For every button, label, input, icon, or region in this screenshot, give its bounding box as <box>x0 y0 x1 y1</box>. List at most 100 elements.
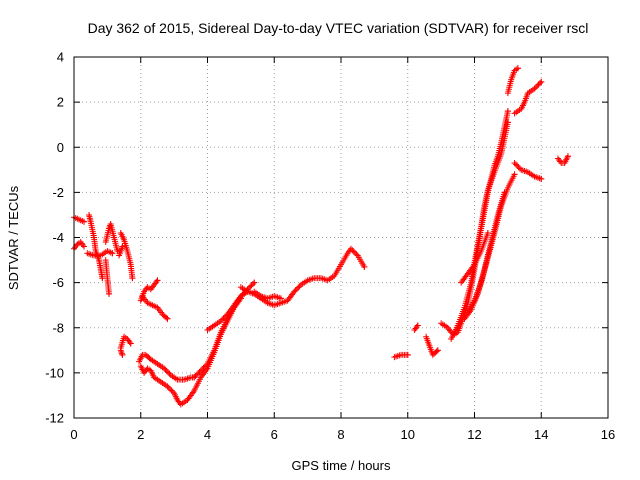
data-point <box>196 368 203 375</box>
data-point <box>219 316 226 323</box>
data-point <box>293 285 300 292</box>
data-point <box>434 347 441 354</box>
data-segment <box>139 293 171 322</box>
data-point <box>119 243 126 250</box>
data-segment <box>458 229 491 286</box>
data-segment <box>504 65 521 97</box>
data-segment <box>191 295 244 381</box>
data-point <box>531 85 538 92</box>
data-point <box>353 251 360 258</box>
data-point <box>154 277 161 284</box>
y-tick-label: -12 <box>45 411 64 426</box>
data-point <box>200 364 207 371</box>
data-point <box>292 287 299 294</box>
data-point <box>348 245 355 252</box>
data-point <box>514 65 521 72</box>
x-tick-label: 12 <box>467 427 481 442</box>
data-segment <box>511 78 545 117</box>
data-point <box>532 84 539 91</box>
data-point <box>504 119 511 126</box>
data-point <box>81 243 88 250</box>
data-point <box>277 295 284 302</box>
data-segment <box>86 211 106 282</box>
data-point <box>118 350 125 357</box>
data-segment <box>117 229 136 282</box>
data-segment <box>237 245 368 309</box>
data-point <box>127 340 134 347</box>
data-point <box>195 370 202 377</box>
x-tick-label: 8 <box>337 427 344 442</box>
data-point <box>167 386 174 393</box>
data-point <box>484 229 491 236</box>
data-point <box>511 160 518 167</box>
x-tick-label: 4 <box>204 427 211 442</box>
data-segment <box>84 248 116 259</box>
data-point <box>512 161 519 168</box>
y-tick-label: 0 <box>57 140 64 155</box>
data-point <box>220 315 227 322</box>
data-point <box>109 250 116 257</box>
data-point <box>535 81 542 88</box>
x-axis-label: GPS time / hours <box>292 458 391 473</box>
data-point <box>165 369 172 376</box>
data-segment <box>423 333 441 358</box>
data-segment <box>411 322 421 334</box>
data-point <box>538 78 545 85</box>
data-point <box>414 322 421 329</box>
y-tick-label: -10 <box>45 365 64 380</box>
data-point <box>564 153 571 160</box>
data-point <box>433 348 440 355</box>
data-point <box>165 384 172 391</box>
data-segment <box>554 153 571 167</box>
data-point <box>161 365 168 372</box>
data-segment <box>71 214 88 225</box>
data-point <box>514 162 521 169</box>
data-segment <box>71 239 88 252</box>
data-point <box>169 388 176 395</box>
data-segment <box>117 347 126 358</box>
data-point <box>99 275 106 282</box>
data-point <box>251 279 258 286</box>
x-tick-label: 6 <box>271 427 278 442</box>
data-segment <box>116 243 126 259</box>
data-point <box>164 315 171 322</box>
data-segment <box>511 160 545 182</box>
data-point <box>193 371 200 378</box>
data-points <box>71 65 571 408</box>
data-segment <box>102 220 121 255</box>
data-segment <box>391 351 411 361</box>
x-tick-label: 2 <box>137 427 144 442</box>
data-point <box>501 189 508 196</box>
data-point <box>291 288 298 295</box>
data-point <box>163 368 170 375</box>
data-point <box>168 387 175 394</box>
y-tick-label: -6 <box>52 275 64 290</box>
data-segment <box>461 189 508 322</box>
data-point <box>118 348 125 355</box>
data-point <box>247 283 254 290</box>
data-point <box>129 275 136 282</box>
data-point <box>361 263 368 270</box>
data-segment <box>117 333 134 352</box>
x-tick-label: 0 <box>70 427 77 442</box>
chart-title: Day 362 of 2015, Sidereal Day-to-day VTE… <box>88 20 589 36</box>
data-point <box>295 284 302 291</box>
data-point <box>538 175 545 182</box>
grid <box>74 57 608 418</box>
data-point <box>199 366 206 373</box>
data-point <box>221 313 228 320</box>
data-point <box>164 383 171 390</box>
data-segment <box>136 351 198 383</box>
data-point <box>534 82 541 89</box>
y-axis-label: SDTVAR / TECUs <box>6 185 21 290</box>
data-point <box>404 351 411 358</box>
data-point <box>119 351 126 358</box>
data-point <box>203 362 210 369</box>
data-point <box>249 280 256 287</box>
data-point <box>248 282 255 289</box>
y-tick-label: -2 <box>52 185 64 200</box>
x-tick-label: 16 <box>601 427 615 442</box>
data-point <box>106 290 113 297</box>
data-point <box>197 367 204 374</box>
